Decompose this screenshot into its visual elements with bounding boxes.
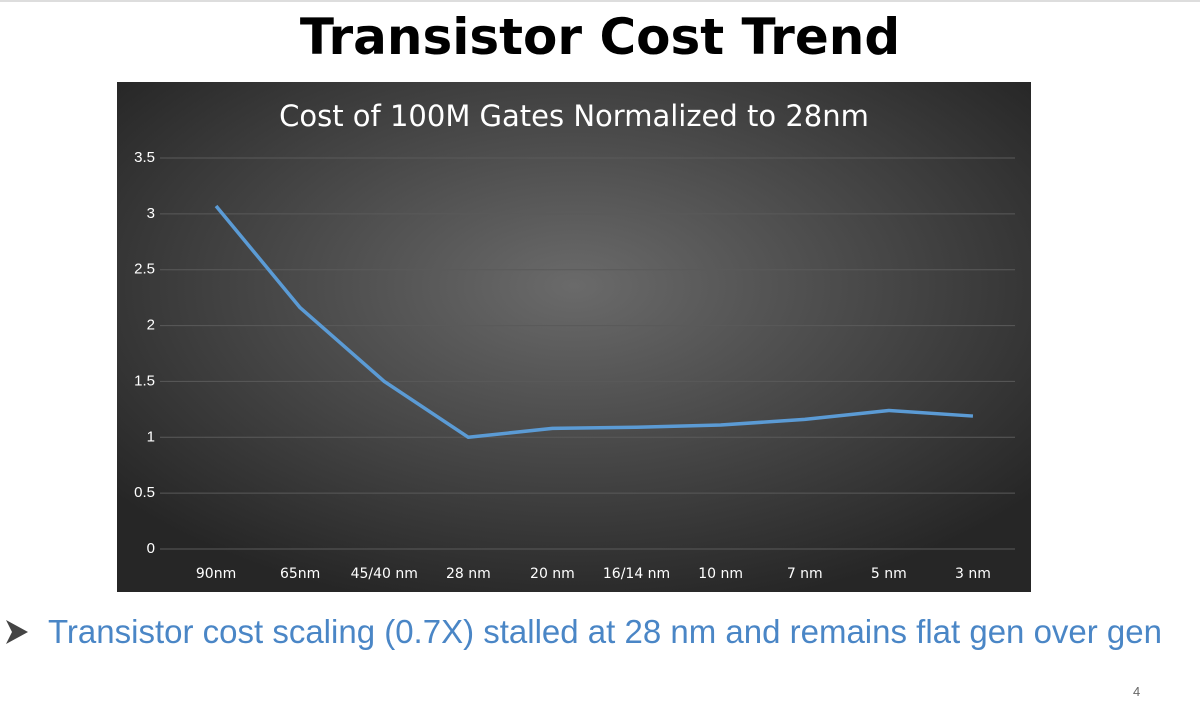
x-tick-label: 45/40 nm: [351, 566, 418, 582]
y-tick-label: 2.5: [134, 261, 155, 278]
y-tick-label: 3: [147, 205, 155, 222]
y-tick-label: 3.5: [134, 149, 155, 166]
top-border: [0, 0, 1200, 2]
x-tick-label: 16/14 nm: [603, 566, 670, 582]
bullet-arrow: [6, 620, 28, 644]
page-number: 4: [1133, 684, 1141, 699]
x-tick-label: 10 nm: [698, 566, 743, 582]
y-tick-label: 1: [147, 428, 155, 445]
x-tick-label: 7 nm: [787, 566, 823, 582]
chart-background: [117, 82, 1031, 592]
y-tick-label: 1.5: [134, 372, 155, 389]
x-tick-label: 90nm: [196, 566, 236, 582]
slide-title: Transistor Cost Trend: [299, 8, 901, 66]
y-tick-label: 2: [147, 317, 155, 334]
x-tick-label: 3 nm: [955, 566, 991, 582]
y-tick-label: 0: [147, 540, 155, 557]
chart-title: Cost of 100M Gates Normalized to 28nm: [279, 99, 869, 133]
x-tick-label: 20 nm: [530, 566, 575, 582]
y-tick-label: 0.5: [134, 484, 155, 501]
x-tick-label: 65nm: [280, 566, 320, 582]
bullet-text: Transistor cost scaling (0.7X) stalled a…: [48, 613, 1162, 650]
x-tick-label: 5 nm: [871, 566, 907, 582]
line: [214, 204, 974, 440]
x-tick-label: 28 nm: [446, 566, 491, 582]
